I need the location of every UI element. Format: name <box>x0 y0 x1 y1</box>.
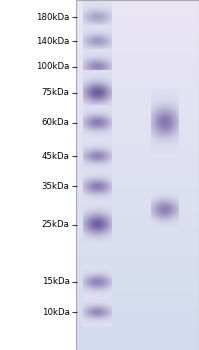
Text: 100kDa: 100kDa <box>36 62 70 71</box>
Text: 45kDa: 45kDa <box>42 152 70 161</box>
Bar <box>76 0 199 350</box>
Text: 15kDa: 15kDa <box>42 277 70 286</box>
Text: 10kDa: 10kDa <box>42 308 70 317</box>
Text: 35kDa: 35kDa <box>42 182 70 191</box>
Text: 75kDa: 75kDa <box>42 88 70 97</box>
Text: 140kDa: 140kDa <box>36 37 70 46</box>
Text: 25kDa: 25kDa <box>42 220 70 229</box>
Text: 180kDa: 180kDa <box>36 13 70 22</box>
Text: 60kDa: 60kDa <box>42 118 70 127</box>
